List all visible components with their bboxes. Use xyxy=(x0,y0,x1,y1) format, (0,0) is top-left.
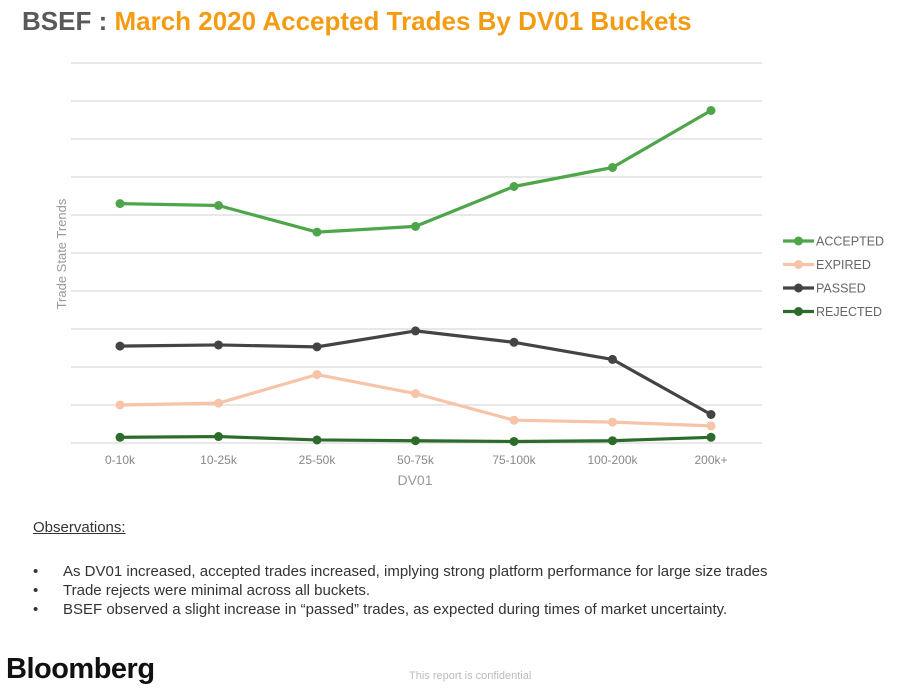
data-point-passed xyxy=(411,326,420,336)
series-accepted xyxy=(115,106,716,237)
legend-item-rejected: REJECTED xyxy=(783,305,882,319)
observations-list: As DV01 increased, accepted trades incre… xyxy=(33,562,768,619)
x-tick-label: 25-50k xyxy=(299,453,337,467)
data-point-rejected xyxy=(312,435,322,445)
legend-marker xyxy=(794,260,803,269)
chart-series xyxy=(115,106,716,446)
data-point-rejected xyxy=(115,432,125,442)
observation-item: Trade rejects were minimal across all bu… xyxy=(33,581,768,600)
x-tick-label: 75-100k xyxy=(492,453,536,467)
legend-label: PASSED xyxy=(816,282,866,296)
legend-label: EXPIRED xyxy=(816,258,871,272)
series-line-accepted xyxy=(119,109,712,234)
data-point-passed xyxy=(312,342,322,352)
legend-item-expired: EXPIRED xyxy=(783,258,871,272)
data-point-passed xyxy=(115,341,125,351)
data-point-expired xyxy=(411,389,420,399)
line-chart: 0-10k 10-25k 25-50k 50-75k 75-100k 100-200k 20… xyxy=(54,62,884,488)
data-point-rejected xyxy=(706,432,716,442)
page-title: BSEF : March 2020 Accepted Trades By DV0… xyxy=(22,6,692,37)
data-point-accepted xyxy=(608,163,617,172)
y-axis-label: Trade State Trends xyxy=(54,198,69,309)
legend-label: ACCEPTED xyxy=(816,235,884,249)
data-point-expired xyxy=(509,415,519,425)
legend-marker xyxy=(794,236,803,246)
observations-heading: Observations: xyxy=(33,519,126,536)
x-tick-label: 100-200k xyxy=(587,453,638,467)
title-separator: : xyxy=(91,6,115,36)
x-tick-label: 10-25k xyxy=(200,453,238,467)
data-point-rejected xyxy=(411,436,420,446)
series-expired xyxy=(115,370,716,431)
observation-item: As DV01 increased, accepted trades incre… xyxy=(33,562,768,581)
data-point-accepted xyxy=(509,182,519,191)
x-tick-labels: 0-10k 10-25k 25-50k 50-75k 75-100k 100-200k 20… xyxy=(105,453,728,467)
confidential-notice: This report is confidential xyxy=(409,670,532,682)
chart-legend: ACCEPTED EXPIRED PASSED REJECTED xyxy=(783,235,884,319)
data-point-accepted xyxy=(312,227,322,237)
data-point-rejected xyxy=(214,432,223,442)
data-point-rejected xyxy=(608,436,617,446)
series-line-expired xyxy=(119,373,712,428)
data-point-passed xyxy=(214,340,223,350)
title-subject: March 2020 Accepted Trades By DV01 Bucke… xyxy=(114,6,692,36)
legend-marker xyxy=(794,283,803,293)
series-passed xyxy=(115,326,716,419)
data-point-accepted xyxy=(115,199,125,209)
data-point-passed xyxy=(509,337,519,347)
title-brand: BSEF xyxy=(22,6,92,36)
data-point-expired xyxy=(706,421,716,431)
data-point-expired xyxy=(214,398,223,408)
data-point-accepted xyxy=(706,106,716,115)
x-tick-label: 50-75k xyxy=(397,453,435,467)
data-point-rejected xyxy=(509,436,519,446)
data-point-passed xyxy=(608,354,617,364)
observation-item: BSEF observed a slight increase in “pass… xyxy=(33,600,768,619)
x-tick-label: 0-10k xyxy=(105,453,136,467)
legend-label: REJECTED xyxy=(816,305,882,319)
data-point-expired xyxy=(115,400,125,410)
legend-item-passed: PASSED xyxy=(783,282,866,296)
data-point-expired xyxy=(608,417,617,427)
series-rejected xyxy=(115,432,716,446)
legend-marker xyxy=(794,307,803,316)
observations-section: Observations: As DV01 increased, accepte… xyxy=(33,519,768,619)
data-point-expired xyxy=(312,370,322,380)
data-point-passed xyxy=(706,410,716,419)
legend-item-accepted: ACCEPTED xyxy=(783,235,884,249)
x-tick-label: 200k+ xyxy=(694,453,727,467)
bloomberg-logo: Bloomberg xyxy=(6,653,155,685)
data-point-accepted xyxy=(214,201,223,210)
x-axis-label: DV01 xyxy=(397,472,432,488)
data-point-accepted xyxy=(411,221,420,231)
